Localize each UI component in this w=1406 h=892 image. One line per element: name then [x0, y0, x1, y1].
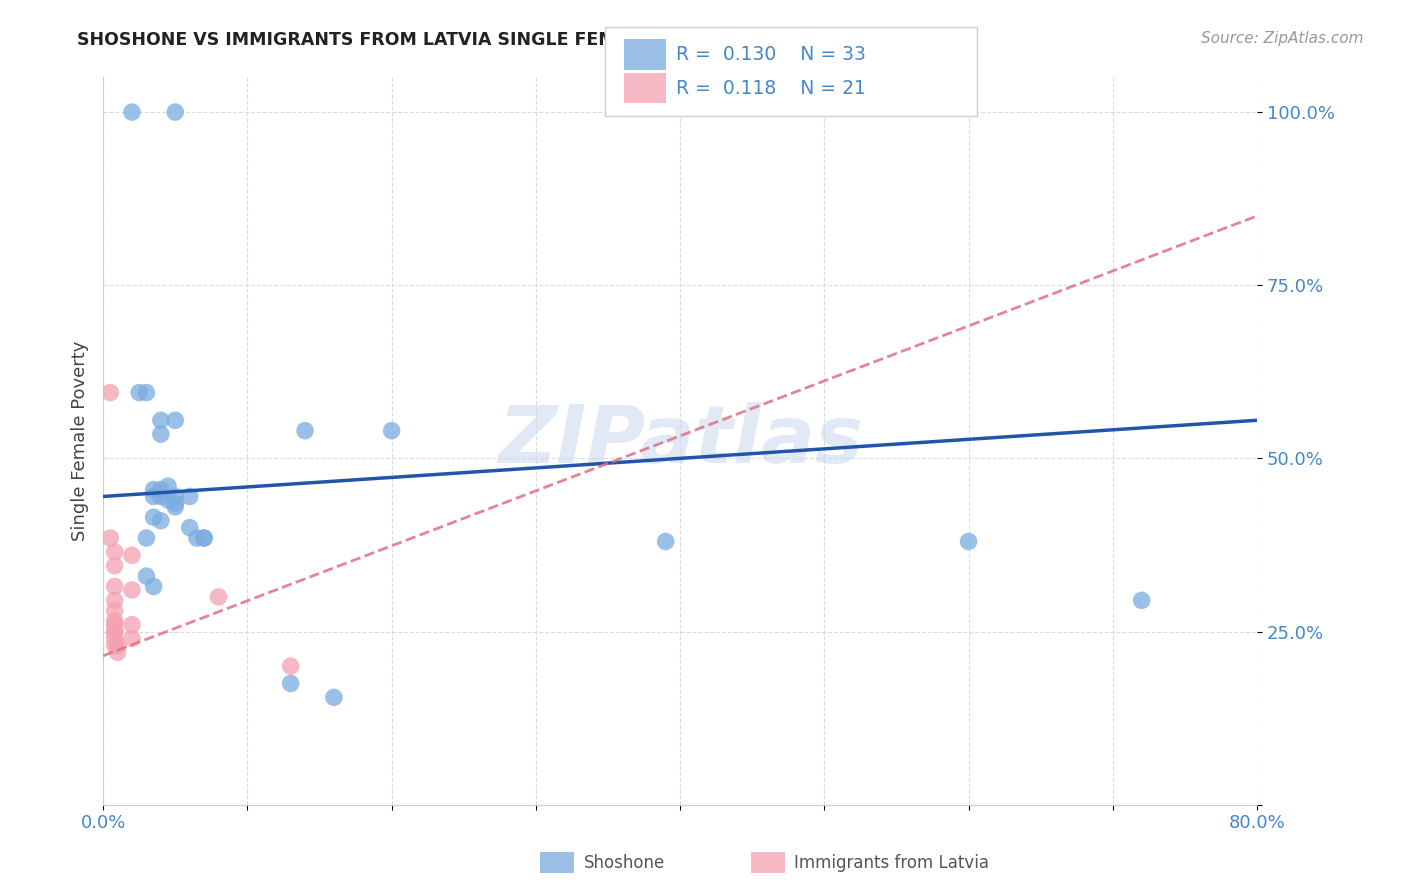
Point	[149, 427, 172, 442]
Point	[104, 624, 127, 639]
Point	[104, 604, 127, 618]
Text: Immigrants from Latvia: Immigrants from Latvia	[794, 854, 990, 871]
Point	[104, 580, 127, 594]
Point	[142, 483, 165, 497]
Point	[1130, 593, 1153, 607]
Point	[207, 590, 229, 604]
Point	[104, 617, 127, 632]
Point	[165, 500, 187, 514]
Point	[165, 496, 187, 510]
Point	[381, 424, 404, 438]
Point	[157, 479, 180, 493]
Point	[121, 549, 143, 563]
Text: R =  0.118    N = 21: R = 0.118 N = 21	[676, 78, 866, 98]
Point	[149, 490, 172, 504]
Point	[149, 413, 172, 427]
Point	[294, 424, 316, 438]
Point	[104, 639, 127, 653]
Point	[179, 490, 201, 504]
Point	[149, 483, 172, 497]
Point	[121, 617, 143, 632]
Point	[104, 632, 127, 646]
Point	[142, 490, 165, 504]
Point	[104, 624, 127, 639]
Point	[121, 105, 143, 120]
Point	[135, 569, 157, 583]
Text: ZIPatlas: ZIPatlas	[498, 402, 863, 480]
Point	[149, 514, 172, 528]
Point	[142, 510, 165, 524]
Point	[654, 534, 676, 549]
Point	[104, 614, 127, 628]
Point	[157, 492, 180, 507]
Point	[104, 558, 127, 573]
Point	[104, 593, 127, 607]
Point	[107, 639, 129, 653]
Point	[186, 531, 208, 545]
Point	[128, 385, 150, 400]
Point	[98, 385, 121, 400]
Text: R =  0.130    N = 33: R = 0.130 N = 33	[676, 45, 866, 64]
Point	[179, 521, 201, 535]
Point	[142, 580, 165, 594]
Point	[165, 413, 187, 427]
Text: Source: ZipAtlas.com: Source: ZipAtlas.com	[1201, 31, 1364, 46]
Point	[121, 582, 143, 597]
Text: SHOSHONE VS IMMIGRANTS FROM LATVIA SINGLE FEMALE POVERTY CORRELATION CHART: SHOSHONE VS IMMIGRANTS FROM LATVIA SINGL…	[77, 31, 963, 49]
Point	[193, 531, 215, 545]
Point	[193, 531, 215, 545]
Point	[322, 690, 344, 705]
Point	[280, 659, 302, 673]
Point	[280, 676, 302, 690]
Point	[107, 645, 129, 659]
Point	[98, 531, 121, 545]
Y-axis label: Single Female Poverty: Single Female Poverty	[72, 341, 89, 541]
Point	[121, 632, 143, 646]
Point	[104, 545, 127, 559]
Point	[165, 105, 187, 120]
Point	[165, 490, 187, 504]
Point	[957, 534, 980, 549]
Text: Shoshone: Shoshone	[583, 854, 665, 871]
Point	[135, 385, 157, 400]
Point	[135, 531, 157, 545]
